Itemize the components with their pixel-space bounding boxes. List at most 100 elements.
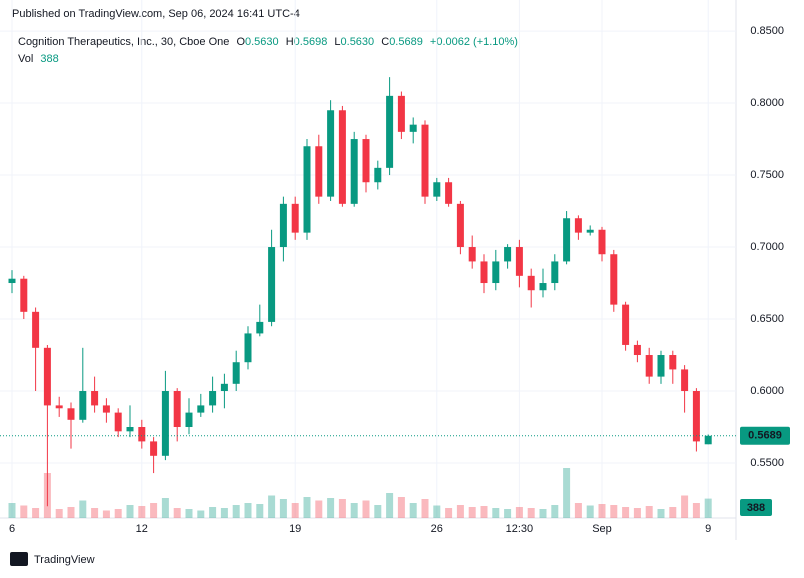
volume-bar: [610, 505, 618, 518]
volume-bar: [645, 506, 653, 518]
legend: Cognition Therapeutics, Inc., 30, Cboe O…: [18, 36, 518, 48]
candle-body: [480, 261, 488, 284]
published-note: Published on TradingView.com, Sep 06, 20…: [12, 8, 300, 20]
candle-body: [633, 344, 641, 356]
y-tick-label: 0.8500: [750, 25, 784, 37]
volume-bar: [67, 507, 75, 518]
candle-body: [185, 412, 193, 428]
candle-body: [527, 275, 535, 291]
candle-body: [291, 203, 299, 233]
candle-body: [338, 110, 346, 204]
y-tick-label: 0.7000: [750, 241, 784, 253]
volume-bar: [209, 507, 217, 518]
candle-body: [492, 261, 500, 284]
volume-bar: [504, 509, 512, 518]
candle-body: [32, 311, 40, 348]
volume-bar: [114, 509, 122, 518]
volume-bar: [8, 503, 16, 518]
volume-bar: [421, 499, 429, 518]
volume-bar: [633, 508, 641, 518]
candle-body: [114, 412, 122, 432]
volume-bar: [150, 503, 158, 518]
candle-body: [256, 321, 264, 334]
volume-bar: [303, 497, 311, 518]
volume-label: Vol: [18, 53, 33, 65]
volume-bar: [244, 503, 252, 518]
volume-bar: [79, 500, 87, 518]
volume-bar: [138, 506, 146, 518]
candle-body: [456, 203, 464, 248]
last-volume-box: [740, 499, 772, 516]
ohlc-value: 0.5630: [245, 36, 279, 48]
ohlc-label: C: [381, 36, 389, 48]
change: +0.0062 (+1.10%): [430, 36, 518, 48]
volume-bar: [586, 505, 594, 518]
candle-body: [386, 95, 394, 168]
candle-body: [232, 362, 240, 384]
volume-bar: [102, 510, 110, 518]
volume-bar: [327, 498, 335, 518]
candle-body: [622, 304, 630, 345]
last-volume-label: 388: [747, 502, 765, 514]
candle-body: [657, 355, 665, 377]
x-tick-label: 12: [136, 523, 148, 535]
last-price-box: [740, 426, 790, 445]
volume-bar: [397, 497, 405, 518]
volume-bar: [338, 499, 346, 518]
candle-body: [515, 247, 523, 276]
candles: [8, 77, 712, 507]
ohlc-label: O: [236, 36, 245, 48]
volume-bar: [527, 508, 535, 518]
candle-body: [220, 383, 228, 392]
candle-body: [279, 203, 287, 248]
volume-bar: [55, 509, 63, 518]
candle-body: [551, 261, 559, 284]
x-tick-label: 19: [289, 523, 301, 535]
symbol-title: Cognition Therapeutics, Inc., 30, Cboe O…: [18, 36, 229, 48]
volume-bar: [220, 508, 228, 518]
y-tick-label: 0.6500: [750, 313, 784, 325]
volume-bar: [126, 505, 134, 518]
candle-body: [67, 408, 75, 420]
logo: [10, 552, 28, 566]
volume-bar: [279, 499, 287, 518]
candle-body: [362, 139, 370, 183]
candle-body: [610, 254, 618, 305]
candle-body: [598, 229, 606, 255]
volume-bar: [657, 509, 665, 518]
candle-body: [586, 229, 594, 233]
y-tick-label: 0.7500: [750, 169, 784, 181]
x-tick-label: 6: [9, 523, 15, 535]
volume-bar: [669, 507, 677, 518]
volume-bar: [374, 505, 382, 518]
volume-bar: [268, 495, 276, 518]
volume-bar: [574, 503, 582, 518]
candle-body: [445, 182, 453, 204]
candle-body: [126, 427, 134, 432]
candle-body: [468, 247, 476, 262]
candle-body: [574, 218, 582, 233]
volume-bar: [173, 508, 181, 518]
volume-bar: [350, 503, 358, 518]
y-tick-label: 0.5500: [750, 457, 784, 469]
candle-body: [20, 278, 28, 312]
volume-bar: [91, 508, 99, 518]
volume-bar: [362, 500, 370, 518]
ohlc-label: L: [334, 36, 340, 48]
volume-bar: [315, 500, 323, 518]
ohlc-label: H: [286, 36, 294, 48]
candle-body: [433, 182, 441, 197]
volume-pane: [8, 468, 712, 518]
candle-body: [563, 218, 571, 262]
candle-body: [669, 355, 677, 370]
volume-bar: [704, 498, 712, 518]
volume-bar: [681, 495, 689, 518]
volume-bar: [409, 503, 417, 518]
candle-body: [161, 391, 169, 456]
y-tick-label: 0.6000: [750, 385, 784, 397]
candle-body: [327, 110, 335, 197]
candle-body: [268, 247, 276, 322]
volume-legend: Vol 388: [18, 53, 59, 65]
candle-body: [138, 427, 146, 442]
